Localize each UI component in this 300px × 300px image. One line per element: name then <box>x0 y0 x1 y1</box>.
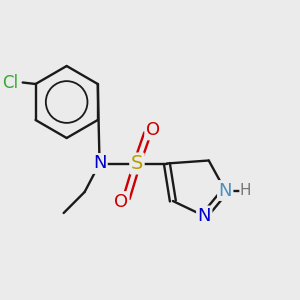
Text: S: S <box>131 154 143 173</box>
Text: N: N <box>218 182 232 200</box>
Text: O: O <box>146 121 160 139</box>
Text: H: H <box>240 183 251 198</box>
Text: N: N <box>197 207 211 225</box>
Text: O: O <box>114 193 128 211</box>
Text: Cl: Cl <box>2 74 18 92</box>
Text: N: N <box>93 154 106 172</box>
